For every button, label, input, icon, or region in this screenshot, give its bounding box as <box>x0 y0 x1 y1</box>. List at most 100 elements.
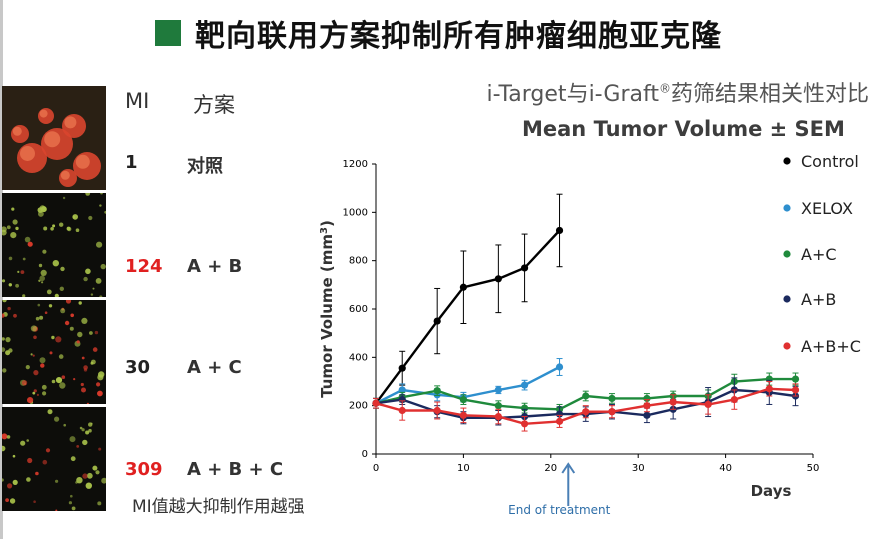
red-cell-dot <box>2 433 8 440</box>
green-cell-dot <box>51 379 56 384</box>
green-cell-dot <box>62 196 66 200</box>
green-cell-dot <box>59 382 66 389</box>
green-cell-dot <box>85 482 93 489</box>
y-tick-label: 400 <box>349 352 368 363</box>
red-cell-dot <box>83 368 88 372</box>
plan-label: A + C <box>187 357 242 378</box>
green-cell-dot <box>2 279 6 283</box>
legend-label: Control <box>801 152 859 171</box>
data-point <box>520 420 529 428</box>
green-cell-dot <box>2 300 7 303</box>
green-cell-dot <box>37 207 44 213</box>
mi-column-header: MI <box>125 89 150 113</box>
data-point <box>704 400 712 409</box>
green-cell-dot <box>72 215 76 219</box>
plan-label: A + B <box>187 256 243 277</box>
red-cell-dot <box>81 387 86 393</box>
green-cell-dot <box>95 470 100 475</box>
data-point <box>608 394 616 403</box>
red-cell-dot <box>33 389 37 393</box>
red-cell-dot <box>82 473 88 479</box>
data-point <box>791 375 800 383</box>
red-cell-dot <box>32 354 35 357</box>
green-cell-dot <box>2 347 6 352</box>
mi-value: 1 <box>125 152 138 173</box>
green-cell-dot <box>47 409 53 415</box>
data-point <box>643 402 651 410</box>
series-line <box>375 229 561 405</box>
data-point <box>520 264 529 272</box>
data-point <box>459 396 467 404</box>
red-cell-dot <box>20 270 25 274</box>
chart-subtitle: Mean Tumor Volume ± SEM <box>522 117 845 141</box>
green-cell-dot <box>75 228 80 232</box>
cell-highlight <box>64 116 77 129</box>
red-cell-dot <box>97 390 103 397</box>
legend-marker <box>783 157 791 165</box>
green-cell-dot <box>55 479 59 483</box>
green-cell-dot <box>90 293 94 296</box>
red-cell-dot <box>55 336 62 343</box>
green-cell-dot <box>90 422 93 425</box>
green-cell-dot <box>22 257 26 261</box>
green-cell-dot <box>48 304 53 308</box>
green-cell-dot <box>68 501 72 505</box>
green-cell-dot <box>59 286 64 291</box>
green-cell-dot <box>6 225 11 230</box>
comparison-subtitle: i-Target与i-Graft®药筛结果相关性对比 <box>486 81 869 107</box>
green-cell-dot <box>12 454 16 458</box>
green-cell-dot <box>90 361 94 365</box>
series-a-b-c <box>372 381 800 432</box>
x-tick-label: 30 <box>632 463 645 474</box>
red-cell-dot <box>27 457 33 464</box>
red-cell-dot <box>76 445 80 448</box>
x-tick-label: 10 <box>457 463 470 474</box>
green-cell-dot <box>59 222 64 227</box>
green-cell-dot <box>54 293 59 297</box>
red-cell-dot <box>61 375 66 379</box>
x-tick-label: 50 <box>807 463 820 474</box>
green-cell-dot <box>52 260 59 267</box>
data-point <box>669 398 677 406</box>
green-cell-dot <box>66 226 71 231</box>
red-cell-dot <box>76 340 80 344</box>
x-tick-label: 40 <box>719 463 732 474</box>
red-cell-dot <box>35 471 39 476</box>
green-cell-dot <box>20 440 26 446</box>
green-cell-dot <box>2 445 6 452</box>
y-tick-label: 200 <box>349 401 368 412</box>
green-cell-dot <box>2 368 7 373</box>
green-cell-dot <box>100 193 103 195</box>
green-cell-dot <box>15 226 19 231</box>
green-cell-dot <box>92 465 98 471</box>
data-point <box>555 417 564 425</box>
plan-column-header: 方案 <box>193 93 235 117</box>
red-cell-dot <box>80 382 84 387</box>
green-cell-dot <box>71 506 76 511</box>
data-point <box>555 410 564 418</box>
data-point <box>582 392 590 400</box>
green-cell-dot <box>6 435 11 439</box>
microscopy-image-control <box>2 86 106 190</box>
mi-value: 124 <box>125 256 163 277</box>
green-cell-dot <box>38 263 43 268</box>
green-cell-dot <box>2 229 7 236</box>
green-cell-dot <box>99 204 102 207</box>
red-cell-dot <box>49 351 53 355</box>
green-cell-dot <box>104 210 106 214</box>
green-cell-dot <box>5 337 11 343</box>
data-point <box>398 406 406 415</box>
green-cell-dot <box>39 275 45 282</box>
data-point <box>459 283 467 291</box>
green-cell-dot <box>82 439 88 446</box>
green-cell-dot <box>24 236 31 243</box>
legend-marker <box>783 295 791 303</box>
green-cell-dot <box>8 283 12 287</box>
green-cell-dot <box>30 353 33 356</box>
green-cell-dot <box>81 317 88 324</box>
plan-label: 对照 <box>187 156 223 177</box>
legend-marker <box>783 204 791 212</box>
data-point <box>398 364 406 372</box>
legend-label: A+B <box>801 290 836 309</box>
green-cell-dot <box>30 325 37 332</box>
